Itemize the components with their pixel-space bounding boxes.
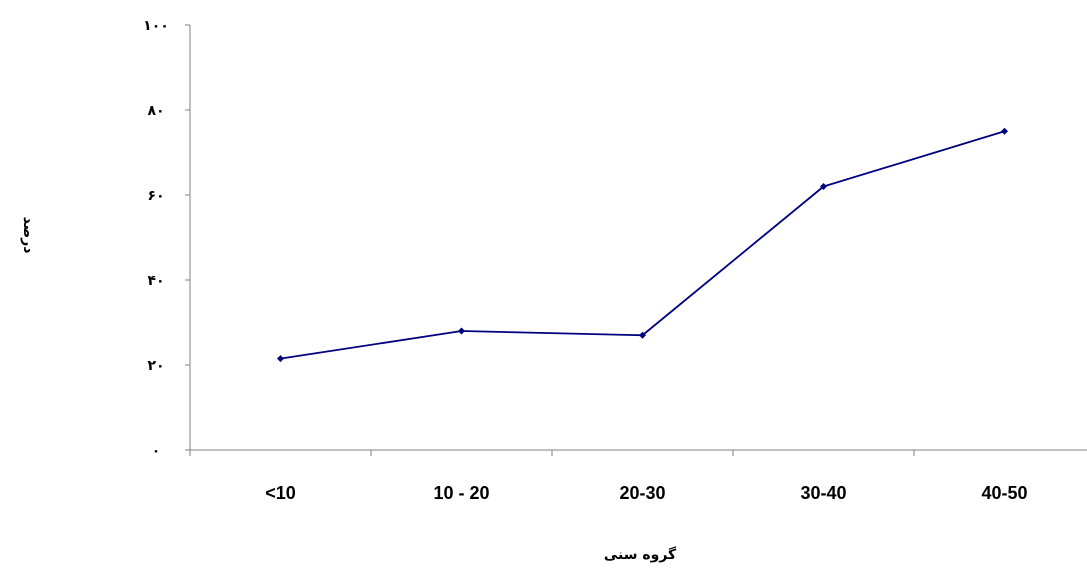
x-axis-title: گروه سنی (604, 546, 677, 563)
x-axis: <10 10 - 20 20-30 30-40 40-50 (189, 449, 1087, 503)
data-point (639, 331, 646, 339)
y-tick-label: ٢٠ (147, 358, 164, 374)
x-tick-label: 40-50 (981, 483, 1027, 503)
y-tick-label: ٨٠ (147, 103, 164, 119)
x-tick-label: 10 - 20 (433, 483, 489, 503)
series-line (280, 130, 1005, 360)
x-tick-label: <10 (265, 483, 296, 503)
data-point (458, 327, 465, 335)
y-axis-title: درصد (20, 217, 36, 254)
x-tick-label: 30-40 (800, 483, 846, 503)
series-plot (277, 127, 1008, 363)
y-axis: ٠ ٢٠ ۴٠ ۶٠ ٨٠ ١٠٠ (143, 18, 191, 459)
y-tick-label: ۴٠ (147, 273, 164, 289)
data-point (820, 183, 827, 190)
data-point (1001, 127, 1008, 135)
y-tick-label: ٠ (152, 443, 161, 459)
y-tick-label: ۶٠ (147, 188, 164, 204)
y-tick-label: ١٠٠ (143, 18, 169, 34)
data-point (277, 355, 284, 363)
x-tick-label: 20-30 (619, 483, 665, 503)
